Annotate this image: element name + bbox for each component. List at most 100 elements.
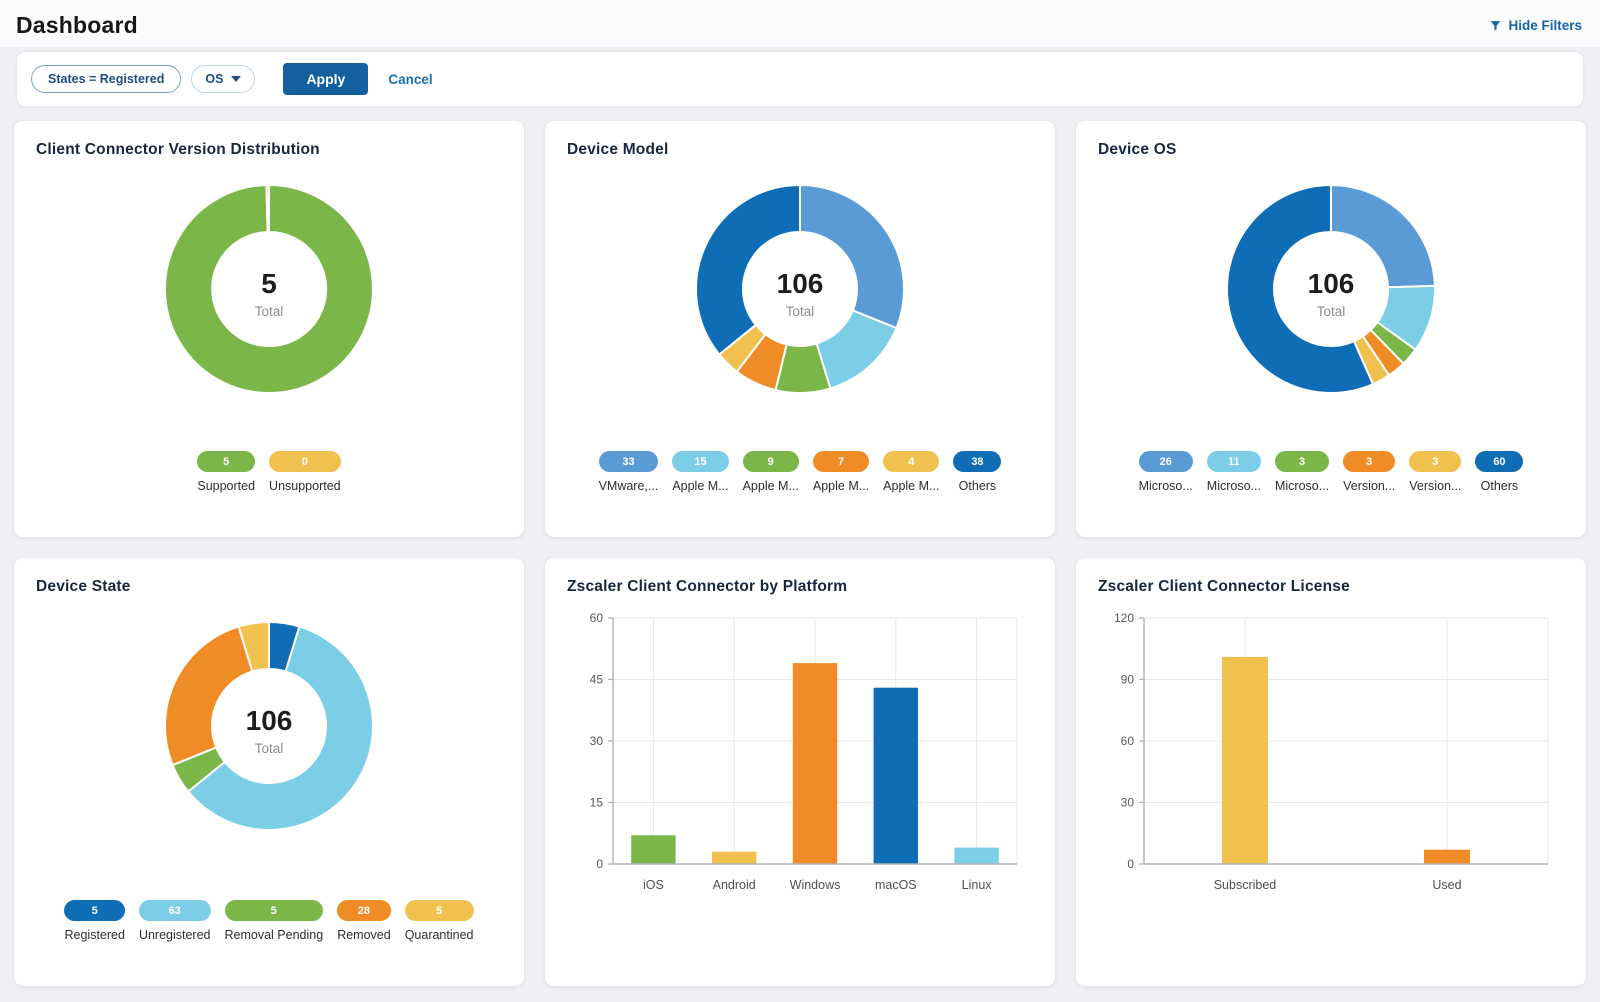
legend-item-others[interactable]: 60 Others — [1475, 451, 1524, 493]
donut-center-value: 106 — [777, 268, 824, 299]
x-category-label-windows: Windows — [790, 878, 841, 892]
legend-label: Apple M... — [672, 479, 729, 493]
donut-chart-device-state: Registered: 5Unregistered: 63Removal Pen… — [155, 612, 383, 840]
apply-button[interactable]: Apply — [283, 63, 369, 95]
legend-item-apple-m[interactable]: 4 Apple M... — [883, 451, 940, 493]
page-header: Dashboard Hide Filters — [0, 0, 1600, 47]
filter-pill-os[interactable]: OS — [191, 65, 256, 93]
page-title: Dashboard — [16, 12, 138, 38]
legend-label: Supported — [197, 479, 256, 493]
bar-ios[interactable]: iOS: 7 — [631, 835, 676, 864]
y-tick-label: 0 — [1127, 857, 1134, 871]
bar-windows[interactable]: Windows: 49 — [792, 663, 838, 864]
y-tick-label: 0 — [596, 857, 603, 871]
legend-value-pill: 7 — [812, 451, 870, 472]
legend-value-pill: 26 — [1138, 451, 1193, 472]
chart-legend: 26 Microso... 11 Microso... 3 Microso... 3 Vers… — [1098, 451, 1564, 493]
legend-value-pill: 3 — [1274, 451, 1330, 472]
card-title: Zscaler Client Connector by Platform — [567, 578, 848, 595]
legend-item-version[interactable]: 3 Version... — [1343, 451, 1396, 493]
donut-slice-vmware[interactable]: VMware,...: 33 — [799, 184, 905, 330]
y-tick-label: 45 — [590, 673, 604, 687]
card-title: Device Model — [567, 141, 669, 158]
y-tick-label: 90 — [1121, 673, 1135, 687]
card-device-model: Device Model VMware,...: 33Apple M...: 1… — [545, 121, 1055, 537]
bar-macos[interactable]: macOS: 43 — [873, 687, 918, 864]
x-category-label-subscribed: Subscribed — [1214, 878, 1277, 892]
donut-slice-unsupported[interactable]: Unsupported: 0 — [265, 183, 270, 234]
donut-slice-removed[interactable]: Removed: 28 — [163, 625, 254, 767]
donut-center-label: Total — [1317, 304, 1346, 319]
legend-value-pill: 3 — [1409, 451, 1462, 472]
hide-filters-button[interactable]: Hide Filters — [1489, 18, 1582, 33]
donut-slice-unregistered[interactable]: Unregistered: 63 — [187, 625, 374, 831]
card-title: Device OS — [1098, 141, 1177, 158]
legend-item-microso[interactable]: 11 Microso... — [1206, 451, 1261, 493]
donut-center-value: 5 — [261, 268, 277, 299]
legend-value-pill: 38 — [953, 451, 1002, 472]
donut-center-value: 106 — [1308, 268, 1355, 299]
legend-item-apple-m[interactable]: 9 Apple M... — [742, 451, 799, 493]
legend-label: Registered — [64, 928, 125, 942]
legend-label: Version... — [1343, 479, 1396, 493]
bar-used[interactable]: Used: 7 — [1424, 849, 1470, 864]
legend-value-pill: 15 — [672, 451, 729, 472]
x-category-label-ios: iOS — [643, 878, 664, 892]
y-tick-label: 60 — [1121, 734, 1135, 748]
x-category-label-android: Android — [713, 878, 756, 892]
legend-value-pill: 33 — [598, 451, 659, 472]
legend-value-pill: 0 — [269, 451, 341, 472]
legend-label: Removal Pending — [224, 928, 324, 942]
bar-subscribed[interactable]: Subscribed: 101 — [1222, 656, 1268, 864]
legend-item-unsupported[interactable]: 0 Unsupported — [269, 451, 341, 493]
legend-item-quarantined[interactable]: 5 Quarantined — [404, 900, 474, 942]
legend-value-pill: 5 — [224, 900, 324, 921]
legend-item-unregistered[interactable]: 63 Unregistered — [138, 900, 211, 942]
legend-item-supported[interactable]: 5 Supported — [197, 451, 256, 493]
donut-chart-version-distribution: Supported: 5Unsupported: 0 5 Total — [155, 175, 383, 403]
filter-pill-states[interactable]: States = Registered — [31, 65, 182, 93]
donut-slice-quarantined[interactable]: Quarantined: 5 — [237, 621, 270, 673]
card-title: Zscaler Client Connector License — [1098, 578, 1350, 595]
card-title: Client Connector Version Distribution — [36, 141, 320, 158]
card-client-connector-version-distribution: Client Connector Version Distribution Su… — [14, 121, 524, 537]
donut-slice-others[interactable]: Others: 38 — [695, 184, 801, 356]
legend-item-others[interactable]: 38 Others — [953, 451, 1002, 493]
chevron-down-icon — [231, 76, 242, 82]
legend-item-microso[interactable]: 26 Microso... — [1138, 451, 1193, 493]
legend-item-removed[interactable]: 28 Removed — [337, 900, 391, 942]
donut-slice-others[interactable]: Others: 60 — [1226, 184, 1374, 394]
legend-item-removal-pending[interactable]: 5 Removal Pending — [224, 900, 324, 942]
legend-value-pill: 5 — [64, 900, 125, 921]
legend-item-apple-m[interactable]: 7 Apple M... — [812, 451, 870, 493]
legend-item-apple-m[interactable]: 15 Apple M... — [672, 451, 729, 493]
legend-label: Apple M... — [883, 479, 940, 493]
filter-pill-os-label: OS — [205, 72, 224, 86]
cards-grid: Client Connector Version Distribution Su… — [0, 121, 1600, 986]
chart-legend: 33 VMware,... 15 Apple M... 9 Apple M... 7 Appl… — [567, 451, 1033, 493]
legend-item-vmware[interactable]: 33 VMware,... — [598, 451, 659, 493]
donut-slice-supported[interactable]: Supported: 5 — [163, 184, 374, 394]
bar-android[interactable]: Android: 3 — [712, 851, 757, 864]
bar-chart-platform: iOS: 7 Android: 3 Windows: 49 macOS: 43 Linu… — [567, 606, 1033, 901]
bar-linux[interactable]: Linux: 4 — [954, 847, 999, 864]
donut-slice-microso[interactable]: Microso...: 26 — [1330, 184, 1436, 289]
legend-value-pill: 63 — [138, 900, 211, 921]
legend-label: Removed — [337, 928, 391, 942]
legend-item-version[interactable]: 3 Version... — [1409, 451, 1462, 493]
card-title: Device State — [36, 578, 131, 595]
y-tick-label: 30 — [1121, 796, 1135, 810]
legend-item-registered[interactable]: 5 Registered — [64, 900, 125, 942]
legend-value-pill: 4 — [883, 451, 940, 472]
cancel-button[interactable]: Cancel — [388, 71, 433, 87]
legend-label: Unsupported — [269, 479, 341, 493]
legend-label: Quarantined — [404, 928, 474, 942]
y-tick-label: 30 — [590, 734, 604, 748]
filter-icon — [1489, 19, 1502, 32]
legend-value-pill: 9 — [742, 451, 799, 472]
legend-item-microso[interactable]: 3 Microso... — [1274, 451, 1330, 493]
donut-center-label: Total — [255, 741, 284, 756]
chart-legend: 5 Supported 0 Unsupported — [36, 451, 502, 493]
legend-label: Others — [958, 479, 997, 493]
